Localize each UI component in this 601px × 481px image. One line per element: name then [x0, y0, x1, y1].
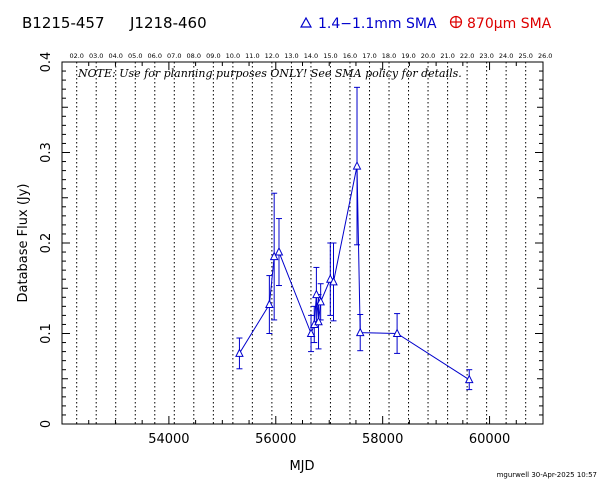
data-point: [352, 160, 362, 170]
data-point: [274, 246, 284, 256]
top-axis: 02.0 03.0 04.0 05.0 06.0 07.0 08.0 09.0 10.0 11.0…: [69, 52, 552, 60]
x-tick-label: 58000: [362, 432, 403, 447]
legend-circle-plus-icon: [449, 15, 463, 29]
data-point: [235, 348, 244, 357]
planning-note: NOTE: Use for planning purposes ONLY! Se…: [77, 67, 462, 80]
y-axis-label: Database Flux (Jy): [16, 184, 31, 303]
top-axis-label: 08.0: [187, 52, 201, 60]
top-axis-label: 25.0: [518, 52, 532, 60]
top-axis-label: 15.0: [323, 52, 337, 60]
data-point: [306, 328, 316, 337]
top-axis-label: 07.0: [167, 52, 181, 60]
data-point: [265, 299, 274, 309]
y-tick-label: 0.2: [39, 233, 54, 254]
top-axis-label: 14.0: [304, 52, 318, 60]
x-axis-label: MJD: [289, 459, 314, 474]
top-axis-label: 13.0: [284, 52, 298, 60]
top-axis-label: 03.0: [89, 52, 103, 60]
data-point: [269, 251, 279, 261]
top-axis-label: 21.0: [440, 52, 454, 60]
year-gridlines: [76, 62, 527, 424]
top-axis-label: 04.0: [108, 52, 122, 60]
top-axis-label: 09.0: [206, 52, 220, 60]
top-axis-label: 23.0: [479, 52, 493, 60]
data-point: [312, 289, 321, 299]
top-axis-label: 20.0: [421, 52, 435, 60]
y-axis: 0 0.1 0.2 0.3 0.4: [39, 52, 543, 428]
top-axis-label: 11.0: [245, 52, 259, 60]
y-tick-label: 0.3: [39, 142, 54, 163]
top-axis-label: 06.0: [148, 52, 162, 60]
top-axis-label: 12.0: [265, 52, 279, 60]
x-tick-label: 60000: [469, 432, 510, 447]
legend-triangle-icon: [299, 16, 313, 28]
y-tick-label: 0: [39, 420, 54, 428]
top-axis-label: 10.0: [226, 52, 240, 60]
source-name: B1215-457: [22, 14, 105, 32]
data-series: [235, 86, 474, 391]
top-axis-label: 02.0: [69, 52, 83, 60]
data-point: [392, 328, 402, 337]
y-tick-label: 0.4: [39, 52, 54, 73]
legend-sma-1mm: 1.4−1.1mm SMA: [318, 16, 437, 32]
legend-sma-870: 870µm SMA: [467, 16, 552, 32]
y-tick-label: 0.1: [39, 323, 54, 344]
top-axis-label: 19.0: [401, 52, 415, 60]
x-axis: 54000 56000 58000 60000: [61, 62, 544, 447]
data-point: [316, 296, 325, 306]
top-axis-label: 24.0: [499, 52, 513, 60]
data-point: [355, 327, 365, 337]
x-tick-label: 56000: [255, 432, 296, 447]
top-axis-label: 05.0: [128, 52, 142, 60]
data-point: [314, 316, 323, 326]
footer-stamp: mgurwell 30-Apr-2025 10:57: [497, 471, 597, 479]
data-point: [464, 374, 474, 384]
top-axis-label: 22.0: [460, 52, 474, 60]
top-axis-label: 16.0: [343, 52, 357, 60]
top-axis-label: 26.0: [538, 52, 552, 60]
x-tick-label: 54000: [148, 432, 189, 447]
data-point: [329, 276, 338, 286]
legend: 1.4−1.1mm SMA 870µm SMA: [299, 15, 552, 32]
source-alias: J1218-460: [129, 14, 207, 32]
top-axis-label: 17.0: [362, 52, 376, 60]
top-axis-label: 18.0: [382, 52, 396, 60]
